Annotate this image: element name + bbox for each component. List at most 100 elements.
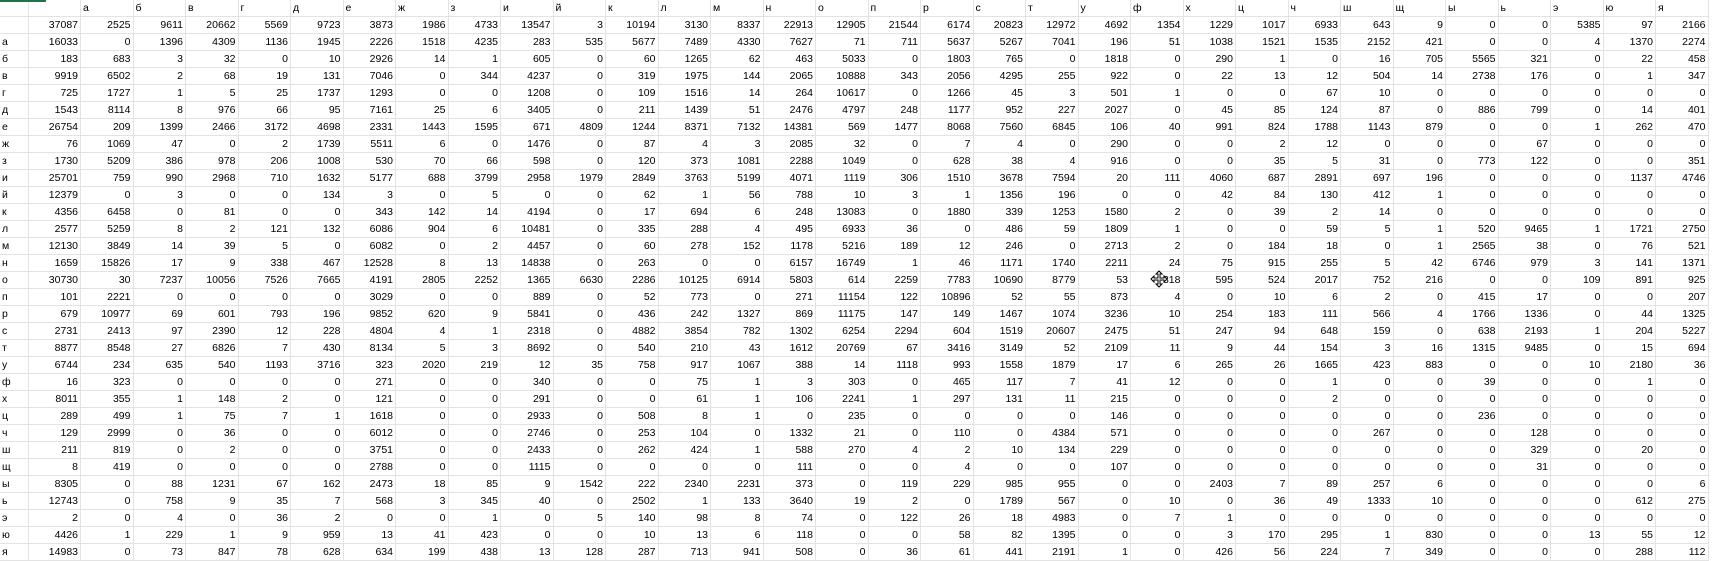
data-cell[interactable]: 2318 xyxy=(500,322,554,340)
data-cell[interactable]: 0 xyxy=(448,458,501,476)
data-cell[interactable]: 75 xyxy=(185,407,239,425)
data-cell[interactable]: 0 xyxy=(1655,186,1709,204)
total-cell[interactable]: 6933 xyxy=(1288,16,1341,34)
data-cell[interactable]: 0 xyxy=(1445,186,1499,204)
data-cell[interactable]: 26754 xyxy=(28,118,81,136)
data-cell[interactable]: 5 xyxy=(185,84,239,102)
data-cell[interactable]: 206 xyxy=(238,152,291,170)
data-cell[interactable]: 176 xyxy=(1498,67,1551,85)
data-cell[interactable]: 0 xyxy=(1550,152,1604,170)
data-cell[interactable]: 5 xyxy=(553,509,606,527)
data-cell[interactable]: 209 xyxy=(80,118,134,136)
data-cell[interactable]: 4457 xyxy=(500,237,554,255)
row-header-cell[interactable]: м xyxy=(0,237,29,255)
data-cell[interactable]: 0 xyxy=(868,373,921,391)
data-cell[interactable]: 2502 xyxy=(605,492,659,510)
data-cell[interactable]: 6 xyxy=(1393,475,1446,493)
data-cell[interactable]: 0 xyxy=(1655,373,1709,391)
data-cell[interactable]: 38 xyxy=(973,152,1026,170)
data-cell[interactable]: 45 xyxy=(1183,101,1236,119)
data-cell[interactable]: 119 xyxy=(868,475,921,493)
data-cell[interactable]: 242 xyxy=(658,305,711,323)
data-cell[interactable]: 14 xyxy=(133,237,186,255)
data-cell[interactable]: 211 xyxy=(28,441,81,459)
data-cell[interactable]: 1 xyxy=(448,50,501,68)
total-cell[interactable]: 1017 xyxy=(1235,16,1289,34)
data-cell[interactable]: 4356 xyxy=(28,203,81,221)
data-cell[interactable]: 0 xyxy=(238,186,291,204)
data-cell[interactable]: 1395 xyxy=(1025,526,1079,544)
data-cell[interactable]: 10 xyxy=(1550,356,1604,374)
data-cell[interactable]: 0 xyxy=(1550,84,1604,102)
total-cell[interactable]: 5569 xyxy=(238,16,291,34)
data-cell[interactable]: 0 xyxy=(1288,407,1341,425)
data-cell[interactable]: 0 xyxy=(1550,237,1604,255)
data-cell[interactable]: 1818 xyxy=(1078,50,1131,68)
data-cell[interactable]: 504 xyxy=(1340,67,1394,85)
data-cell[interactable]: 184 xyxy=(1235,237,1289,255)
data-cell[interactable]: 2 xyxy=(1130,237,1184,255)
data-cell[interactable]: 4 xyxy=(1550,33,1604,51)
data-cell[interactable]: 3751 xyxy=(343,441,396,459)
column-header-cell[interactable]: о xyxy=(815,0,869,17)
column-header-cell[interactable]: з xyxy=(448,0,501,17)
data-cell[interactable]: 1788 xyxy=(1288,118,1341,136)
column-header-cell[interactable]: н xyxy=(763,0,816,17)
data-cell[interactable]: 1 xyxy=(710,373,764,391)
data-cell[interactable]: 3 xyxy=(395,492,449,510)
data-cell[interactable]: 12 xyxy=(500,356,554,374)
data-cell[interactable]: 32 xyxy=(185,50,239,68)
data-cell[interactable]: 2056 xyxy=(920,67,974,85)
data-cell[interactable]: 2294 xyxy=(868,322,921,340)
data-cell[interactable]: 0 xyxy=(1603,509,1656,527)
data-cell[interactable]: 4191 xyxy=(343,271,396,289)
data-cell[interactable]: 4295 xyxy=(973,67,1026,85)
data-cell[interactable]: 4426 xyxy=(28,526,81,544)
data-cell[interactable]: 7046 xyxy=(343,67,396,85)
data-cell[interactable]: 3 xyxy=(1550,254,1604,272)
data-cell[interactable]: 55 xyxy=(1603,526,1656,544)
data-cell[interactable]: 0 xyxy=(1130,543,1184,561)
data-cell[interactable]: 199 xyxy=(395,543,449,561)
data-cell[interactable]: 19 xyxy=(815,492,869,510)
data-cell[interactable]: 183 xyxy=(1235,305,1289,323)
row-header-cell[interactable]: э xyxy=(0,509,29,527)
data-cell[interactable]: 0 xyxy=(290,458,344,476)
data-cell[interactable]: 0 xyxy=(1445,118,1499,136)
data-cell[interactable]: 2713 xyxy=(1078,237,1131,255)
data-cell[interactable]: 819 xyxy=(80,441,134,459)
data-cell[interactable]: 0 xyxy=(395,441,449,459)
data-cell[interactable]: 12 xyxy=(1130,373,1184,391)
data-cell[interactable]: 12379 xyxy=(28,186,81,204)
data-cell[interactable]: 0 xyxy=(1655,84,1709,102)
data-cell[interactable]: 5259 xyxy=(80,220,134,238)
data-cell[interactable]: 265 xyxy=(1183,356,1236,374)
data-cell[interactable]: 508 xyxy=(763,543,816,561)
data-cell[interactable]: 0 xyxy=(238,424,291,442)
data-cell[interactable]: 0 xyxy=(868,84,921,102)
row-header-cell[interactable]: у xyxy=(0,356,29,374)
data-cell[interactable]: 75 xyxy=(658,373,711,391)
data-cell[interactable]: 0 xyxy=(1288,509,1341,527)
data-cell[interactable]: 6 xyxy=(1130,356,1184,374)
column-header-cell[interactable]: я xyxy=(1655,0,1709,17)
data-cell[interactable]: 323 xyxy=(80,373,134,391)
row-header-cell[interactable]: п xyxy=(0,288,29,306)
data-cell[interactable]: 14 xyxy=(1393,67,1446,85)
data-cell[interactable]: 17 xyxy=(1078,356,1131,374)
data-cell[interactable]: 7 xyxy=(290,492,344,510)
data-cell[interactable]: 1396 xyxy=(133,33,186,51)
data-cell[interactable]: 144 xyxy=(710,67,764,85)
data-cell[interactable]: 5 xyxy=(1340,254,1394,272)
data-cell[interactable]: 39 xyxy=(185,237,239,255)
data-cell[interactable]: 52 xyxy=(605,288,659,306)
data-cell[interactable]: 4309 xyxy=(185,33,239,51)
data-cell[interactable]: 255 xyxy=(1025,67,1079,85)
data-cell[interactable]: 129 xyxy=(28,424,81,442)
data-cell[interactable]: 349 xyxy=(1393,543,1446,561)
data-cell[interactable]: 97 xyxy=(133,322,186,340)
data-cell[interactable]: 248 xyxy=(868,101,921,119)
data-cell[interactable]: 0 xyxy=(1288,441,1341,459)
data-cell[interactable]: 0 xyxy=(1498,492,1551,510)
data-cell[interactable]: 0 xyxy=(1550,101,1604,119)
